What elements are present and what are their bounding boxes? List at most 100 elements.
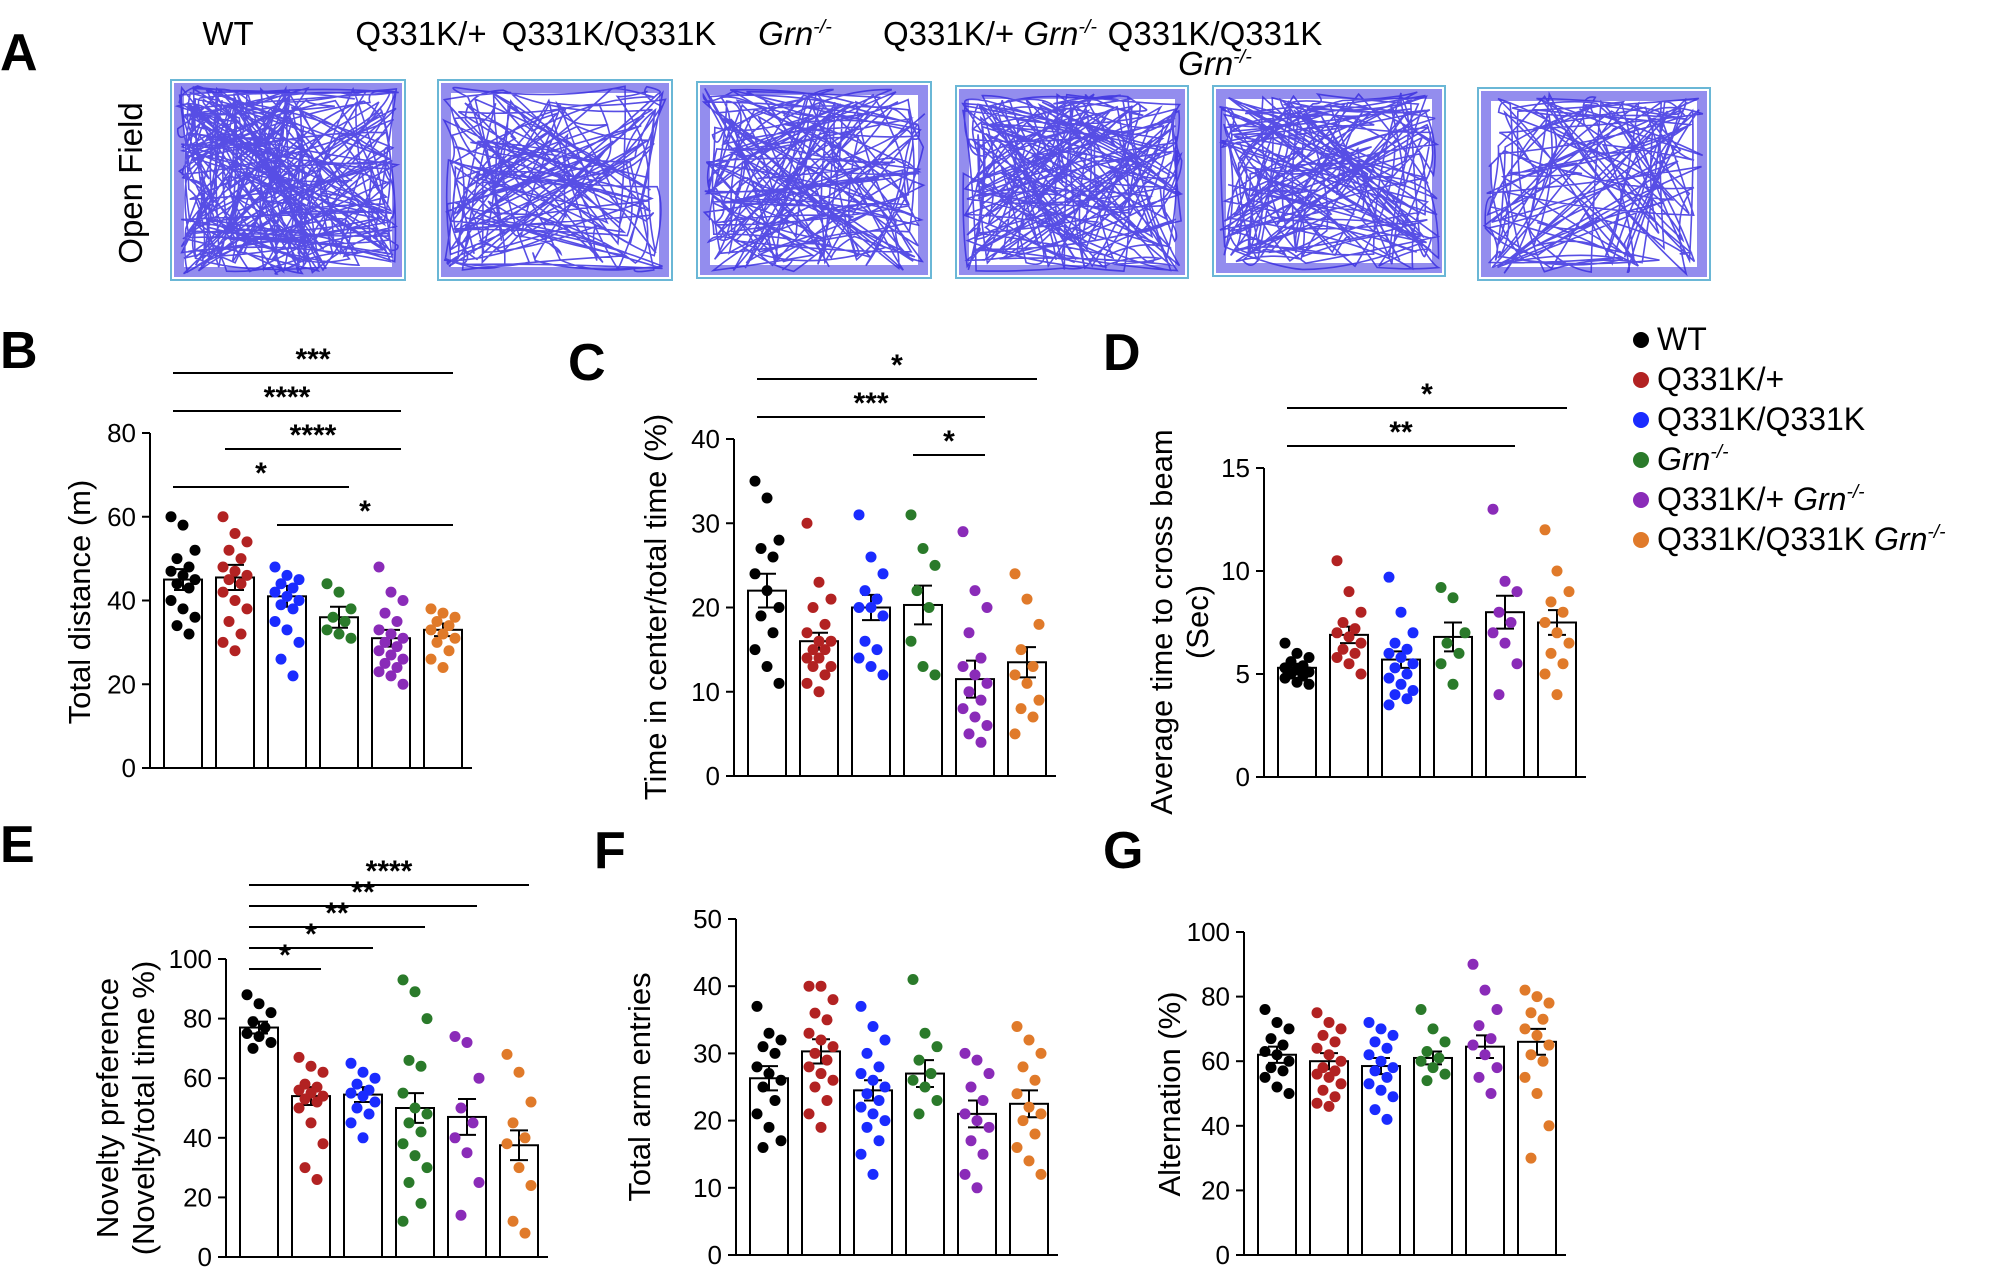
data-point-3 [333,628,345,640]
y-tick-label: 100 [1187,917,1230,947]
data-point-2 [1395,678,1407,690]
y-tick-label: 0 [1236,762,1250,792]
data-point-5 [1525,1007,1537,1019]
data-point-3 [907,973,919,985]
data-point-1 [1349,647,1361,659]
significance-label-1: ** [1389,416,1413,449]
data-point-1 [241,603,253,615]
data-point-2 [1389,662,1401,674]
data-point-2 [357,1132,369,1144]
data-point-2 [269,586,281,598]
data-point-5 [1545,647,1557,659]
data-point-3 [345,603,357,615]
data-point-0 [165,565,177,577]
chart-panel-g: G 0 20 40 60 80 100 Alternation (%) [1103,822,1566,1269]
data-point-0 [763,1027,775,1039]
data-point-3 [403,1054,415,1066]
y-tick-label: 10 [1221,556,1250,586]
data-point-0 [757,1041,769,1053]
data-point-5 [1017,1061,1029,1073]
data-point-3 [1435,581,1447,593]
data-point-2 [853,602,865,613]
data-point-1 [1335,1078,1347,1090]
data-point-4 [971,1054,983,1066]
data-point-0 [755,543,767,555]
bar-0 [239,1026,279,1259]
data-point-3 [415,1060,427,1072]
data-point-0 [1265,1033,1277,1045]
data-point-0 [189,574,201,586]
data-point-4 [379,607,391,619]
data-point-1 [311,1096,323,1108]
data-point-4 [1499,637,1511,649]
data-point-4 [455,1102,467,1114]
data-point-4 [1487,627,1499,639]
data-point-2 [351,1102,363,1114]
data-point-5 [1519,1071,1531,1083]
data-point-1 [813,652,825,664]
bar-1 [1309,1060,1349,1256]
data-point-3 [911,585,923,597]
data-point-4 [965,1081,977,1093]
legend-marker-3 [1633,452,1649,468]
data-point-1 [293,1102,305,1114]
data-point-2 [1383,699,1395,711]
data-point-5 [1015,644,1027,656]
data-point-2 [879,1081,891,1093]
data-point-0 [761,492,773,504]
significance-label-0: * [1421,378,1433,411]
data-point-3 [907,1074,919,1086]
data-point-4 [957,703,969,715]
data-point-2 [363,1108,375,1120]
data-point-4 [461,1147,473,1159]
bar-3 [903,603,943,777]
data-point-2 [867,1021,879,1033]
data-point-0 [1265,1062,1277,1074]
data-point-5 [1029,1074,1041,1086]
legend-label-1: Q331K/+ [1657,361,1784,397]
data-point-1 [235,578,247,590]
y-axis-label: Time in center/total time (%) [638,414,673,800]
y-axis-label: Total arm entries [622,972,657,1201]
data-point-2 [281,624,293,636]
data-point-2 [1387,1029,1399,1041]
data-point-0 [769,1047,781,1059]
significance-label-0: **** [366,855,413,888]
data-point-3 [321,624,333,636]
data-point-4 [963,627,975,639]
data-point-2 [855,1101,867,1113]
data-point-1 [1323,1049,1335,1061]
data-point-4 [959,1168,971,1180]
data-point-1 [1331,627,1343,639]
significance-label-1: **** [264,381,311,414]
data-point-4 [969,711,981,723]
data-point-5 [507,1117,519,1129]
data-point-5 [1011,1021,1023,1033]
data-point-1 [1323,1016,1335,1028]
data-point-1 [1337,617,1349,628]
data-point-2 [855,1148,867,1160]
legend-item-2: Q331K/Q331K [1633,401,1865,437]
data-point-1 [807,660,819,672]
data-point-0 [165,595,177,606]
data-point-5 [525,1179,537,1191]
data-point-4 [963,686,975,698]
gene-name: Grn [758,15,813,52]
data-point-0 [183,628,195,640]
data-point-2 [871,644,883,656]
data-point-3 [917,660,929,672]
data-point-5 [1551,689,1563,701]
data-point-0 [761,660,773,672]
data-point-5 [501,1138,513,1150]
data-point-4 [975,736,987,748]
gene-name: Grn [1023,15,1078,52]
y-axis-label-line2: (Novelty/total time %) [126,961,161,1256]
data-point-0 [749,568,761,580]
data-point-5 [1017,1115,1029,1127]
data-point-5 [513,1066,525,1078]
data-point-2 [861,1047,873,1059]
data-point-4 [397,653,409,665]
data-point-1 [241,536,253,548]
y-tick-label: 40 [1201,1111,1230,1141]
data-point-1 [815,1068,827,1080]
